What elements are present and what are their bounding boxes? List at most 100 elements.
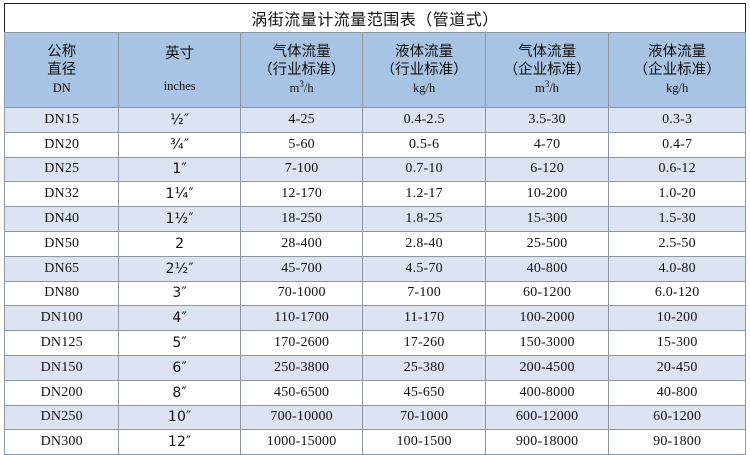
cell-inch: 2½″: [118, 255, 241, 282]
column-header-gas-enterprise: 气体流量 （企业标准） m3/h: [484, 32, 610, 108]
column-header-inches: 英寸 inches: [118, 32, 241, 108]
header-line-2: （企业标准）: [633, 62, 721, 79]
cell-gas-industry: 450-6500: [239, 379, 364, 406]
cell-dn: DN15: [3, 107, 120, 133]
column-header-dn: 公称 直径 DN: [3, 32, 120, 108]
cell-gas-enterprise: 200-4500: [484, 354, 610, 381]
cell-inch: 12″: [118, 429, 241, 455]
cell-liquid-industry: 7-100: [362, 280, 486, 307]
header-unit: kg/h: [666, 81, 689, 96]
spreadsheet-sheet: 涡街流量计流量范围表（管道式） 公称 直径 DN 英寸 inches: [3, 3, 746, 455]
cell-gas-enterprise: 400-8000: [484, 379, 610, 406]
cell-liquid-industry: 45-650: [362, 379, 486, 406]
cell-liquid-enterprise: 90-1800: [608, 429, 746, 455]
cell-gas-industry: 45-700: [239, 255, 364, 282]
table-row: DN50 2 28-400 2.8-40 25-500 2.5-50: [3, 230, 746, 257]
cell-dn: DN150: [3, 354, 120, 381]
flow-range-table: 涡街流量计流量范围表（管道式） 公称 直径 DN 英寸 inches: [3, 3, 746, 455]
cell-dn: DN50: [3, 230, 120, 257]
cell-inch: 1½″: [118, 206, 241, 232]
cell-liquid-enterprise: 1.5-30: [608, 206, 746, 232]
table-row: DN25 1″ 7-100 0.7-10 6-120 0.6-12: [3, 156, 746, 183]
header-line-2: （行业标准）: [258, 62, 346, 79]
cell-gas-industry: 1000-15000: [239, 429, 364, 455]
cell-gas-enterprise: 40-800: [484, 255, 610, 282]
cell-inch: 1¼″: [118, 181, 241, 208]
column-header-gas-industry: 气体流量 （行业标准） m3/h: [239, 32, 364, 108]
header-line-3: DN: [52, 81, 71, 96]
cell-gas-industry: 12-170: [239, 181, 364, 208]
header-line-2: （企业标准）: [503, 62, 591, 79]
cell-inch: ½″: [118, 107, 241, 133]
cell-inch: 3″: [118, 280, 241, 307]
cell-liquid-enterprise: 1.0-20: [608, 181, 746, 208]
cell-liquid-enterprise: 60-1200: [608, 404, 746, 431]
cell-dn: DN250: [3, 404, 120, 431]
cell-dn: DN125: [3, 330, 120, 356]
cell-liquid-industry: 0.4-2.5: [362, 107, 486, 133]
cell-inch: 2: [118, 230, 241, 257]
cell-gas-industry: 250-3800: [239, 354, 364, 381]
header-line-1: 公称: [47, 43, 77, 60]
table-row: DN80 3″ 70-1000 7-100 60-1200 6.0-120: [3, 280, 746, 307]
cell-inch: ¾″: [118, 131, 241, 158]
cell-gas-industry: 7-100: [239, 156, 364, 183]
cell-gas-industry: 18-250: [239, 206, 364, 232]
cell-dn: DN100: [3, 305, 120, 332]
cell-dn: DN20: [3, 131, 120, 158]
table-row: DN300 12″ 1000-15000 100-1500 900-18000 …: [3, 429, 746, 455]
cell-liquid-industry: 25-380: [362, 354, 486, 381]
cell-liquid-industry: 1.8-25: [362, 206, 486, 232]
cell-dn: DN80: [3, 280, 120, 307]
cell-liquid-industry: 17-260: [362, 330, 486, 356]
table-row: DN15 ½″ 4-25 0.4-2.5 3.5-30 0.3-3: [3, 107, 746, 133]
table-row: DN32 1¼″ 12-170 1.2-17 10-200 1.0-20: [3, 181, 746, 208]
column-header-liquid-enterprise: 液体流量 （企业标准） kg/h: [608, 32, 746, 108]
table-row: DN65 2½″ 45-700 4.5-70 40-800 4.0-80: [3, 255, 746, 282]
header-line-1: 英寸: [165, 46, 195, 63]
cell-inch: 6″: [118, 354, 241, 381]
cell-liquid-industry: 0.7-10: [362, 156, 486, 183]
cell-liquid-industry: 70-1000: [362, 404, 486, 431]
cell-dn: DN200: [3, 379, 120, 406]
cell-gas-enterprise: 60-1200: [484, 280, 610, 307]
cell-liquid-enterprise: 10-200: [608, 305, 746, 332]
cell-dn: DN65: [3, 255, 120, 282]
table-header-row: 公称 直径 DN 英寸 inches 气体流量 （行业标准）: [3, 32, 746, 108]
cell-gas-enterprise: 3.5-30: [484, 107, 610, 133]
cell-dn: DN25: [3, 156, 120, 183]
cell-gas-enterprise: 6-120: [484, 156, 610, 183]
cell-gas-industry: 5-60: [239, 131, 364, 158]
cell-gas-industry: 28-400: [239, 230, 364, 257]
cell-gas-enterprise: 600-12000: [484, 404, 610, 431]
table-row: DN150 6″ 250-3800 25-380 200-4500 20-450: [3, 354, 746, 381]
table-row: DN40 1½″ 18-250 1.8-25 15-300 1.5-30: [3, 206, 746, 232]
cell-liquid-industry: 11-170: [362, 305, 486, 332]
cell-liquid-enterprise: 0.4-7: [608, 131, 746, 158]
header-line-1: 液体流量: [648, 43, 707, 60]
cell-liquid-enterprise: 0.3-3: [608, 107, 746, 133]
header-unit: m3/h: [289, 78, 314, 96]
cell-gas-industry: 4-25: [239, 107, 364, 133]
cell-liquid-enterprise: 4.0-80: [608, 255, 746, 282]
cell-gas-enterprise: 15-300: [484, 206, 610, 232]
cell-dn: DN40: [3, 206, 120, 232]
page-title: 涡街流量计流量范围表（管道式）: [4, 3, 746, 33]
table-row: DN200 8″ 450-6500 45-650 400-8000 40-800: [3, 379, 746, 406]
cell-gas-industry: 700-10000: [239, 404, 364, 431]
cell-liquid-industry: 2.8-40: [362, 230, 486, 257]
cell-liquid-enterprise: 40-800: [608, 379, 746, 406]
cell-liquid-enterprise: 0.6-12: [608, 156, 746, 183]
header-unit: m3/h: [535, 78, 560, 96]
cell-gas-enterprise: 100-2000: [484, 305, 610, 332]
cell-gas-enterprise: 25-500: [484, 230, 610, 257]
cell-liquid-industry: 100-1500: [362, 429, 486, 455]
table-row: DN250 10″ 700-10000 70-1000 600-12000 60…: [3, 404, 746, 431]
cell-gas-enterprise: 4-70: [484, 131, 610, 158]
cell-liquid-industry: 4.5-70: [362, 255, 486, 282]
cell-liquid-enterprise: 15-300: [608, 330, 746, 356]
table-row: DN125 5″ 170-2600 17-260 150-3000 15-300: [3, 330, 746, 356]
cell-inch: 10″: [118, 404, 241, 431]
header-line-1: 气体流量: [272, 43, 331, 60]
header-line-3: inches: [163, 78, 196, 93]
